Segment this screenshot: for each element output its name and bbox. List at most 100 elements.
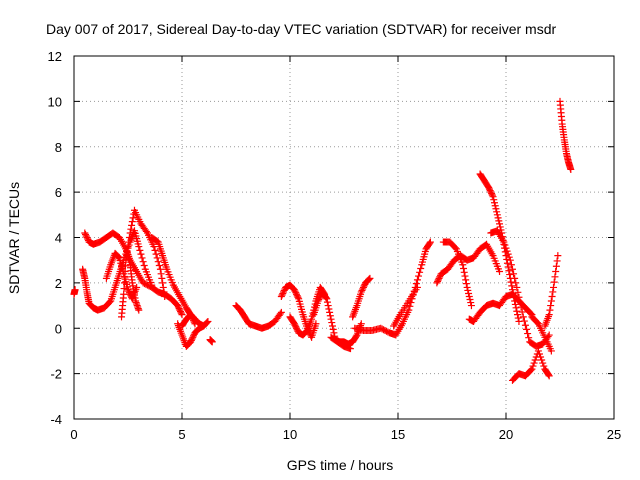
data-point (503, 247, 511, 255)
data-point (434, 276, 442, 284)
data-point (547, 347, 555, 355)
x-tick-label: 5 (178, 427, 185, 442)
series-arc-g (174, 317, 212, 350)
data-point (326, 312, 334, 320)
data-point (329, 325, 337, 333)
series-arc-o (349, 274, 374, 321)
data-point (551, 273, 559, 281)
data-point (364, 276, 372, 284)
data-point (293, 292, 301, 300)
data-point (485, 185, 493, 193)
data-point (417, 265, 425, 273)
series-arc-v (487, 227, 553, 350)
data-point (513, 307, 521, 315)
data-point (128, 221, 136, 229)
data-point (83, 234, 91, 241)
data-point (82, 232, 90, 240)
data-point (528, 365, 536, 373)
data-point (509, 289, 517, 297)
data-point (505, 253, 513, 261)
data-point (508, 265, 516, 273)
data-point (488, 190, 496, 198)
data-point (188, 335, 196, 343)
data-point (312, 320, 320, 328)
data-point (545, 311, 553, 319)
data-point (291, 287, 299, 295)
data-point (290, 320, 298, 328)
data-point (159, 279, 167, 287)
data-point (486, 187, 494, 195)
data-point (190, 317, 198, 325)
series-arc-start (70, 286, 79, 298)
series-arc-f (148, 234, 208, 330)
data-point (512, 279, 520, 287)
data-point (328, 319, 336, 327)
x-tick-label: 10 (283, 427, 297, 442)
data-point (485, 184, 493, 192)
data-point (358, 286, 366, 294)
data-point (413, 276, 421, 284)
data-point (159, 283, 167, 291)
data-point (175, 305, 183, 313)
data-point (545, 372, 553, 380)
y-tick-label: 8 (55, 140, 62, 155)
data-point (548, 292, 556, 300)
data-point (346, 345, 354, 353)
data-point (567, 165, 575, 173)
data-point (157, 270, 165, 278)
data-point (504, 250, 512, 258)
data-point (316, 294, 324, 302)
data-point (158, 274, 166, 282)
y-axis-title: SDTVAR / TECUs (6, 182, 22, 294)
series-arc-e (122, 245, 186, 319)
series-arc-y (541, 252, 562, 330)
data-point (426, 239, 434, 247)
data-point (464, 286, 472, 294)
data-point (506, 271, 514, 279)
data-point (127, 225, 135, 233)
data-point (546, 306, 554, 314)
data-point (462, 276, 470, 284)
y-tick-label: -2 (50, 367, 62, 382)
data-point (515, 293, 523, 301)
data-point (552, 262, 560, 270)
data-point (135, 306, 143, 314)
series-arc-m (310, 288, 365, 348)
data-point (462, 280, 470, 288)
data-point (493, 211, 501, 219)
data-point (359, 283, 367, 291)
data-point (203, 318, 211, 326)
data-point (174, 302, 182, 310)
x-tick-label: 15 (391, 427, 405, 442)
data-point (465, 289, 473, 297)
x-axis-title: GPS time / hours (287, 457, 394, 473)
data-point (507, 278, 515, 286)
data-point (517, 303, 525, 311)
data-point (177, 308, 185, 316)
data-point (177, 309, 185, 317)
data-point (81, 229, 89, 237)
series-arc-b (81, 229, 143, 314)
data-point (323, 295, 331, 303)
series-arc-h (178, 311, 199, 330)
data-point (128, 218, 136, 226)
data-point (426, 238, 434, 246)
data-point (292, 323, 300, 331)
data-point (514, 288, 522, 296)
data-point (125, 234, 133, 241)
data-point (114, 252, 122, 260)
data-point (494, 214, 502, 222)
x-tick-label: 20 (499, 427, 513, 442)
data-point (124, 286, 132, 294)
data-point (531, 356, 539, 364)
data-point (514, 311, 522, 319)
data-point (178, 311, 186, 319)
data-point (550, 283, 558, 291)
data-point (487, 188, 495, 196)
data-point (125, 238, 133, 246)
series-arc-w (508, 347, 553, 384)
data-point (491, 202, 499, 210)
y-tick-label: 6 (55, 185, 62, 200)
series-arc-x (528, 313, 555, 355)
y-tick-label: 4 (55, 231, 62, 246)
